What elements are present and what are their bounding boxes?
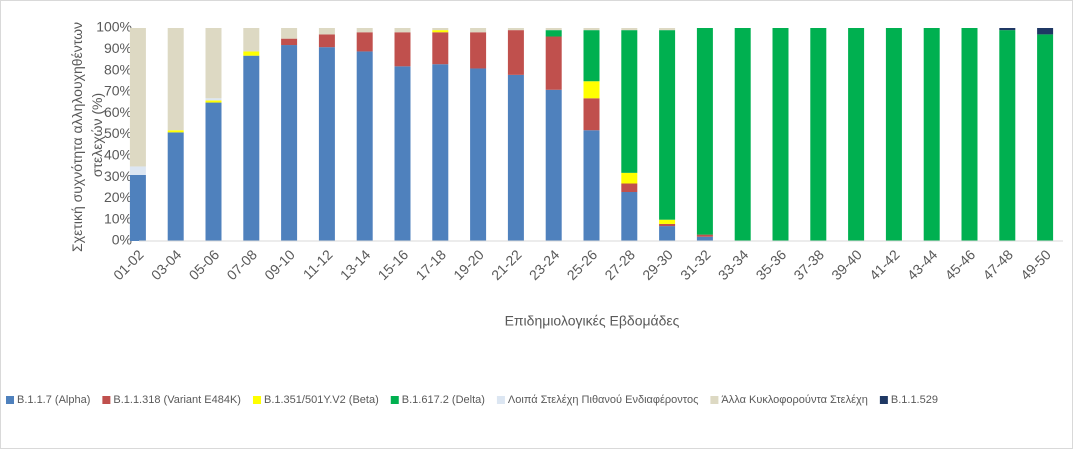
bar-segment (205, 100, 222, 103)
y-tick-label: 80% (104, 61, 132, 77)
legend-label: B.1.1.318 (Variant E484K) (113, 394, 241, 406)
y-tick-label: 20% (104, 189, 132, 205)
bar-segment (659, 28, 676, 31)
legend-swatch (710, 396, 719, 404)
bar-segment (696, 234, 713, 237)
bar-segment (885, 28, 902, 241)
bar-segment (696, 28, 713, 235)
legend-swatch (6, 396, 14, 404)
bar-segment (999, 28, 1016, 31)
bar-segment (167, 132, 184, 241)
bar-segment (394, 32, 411, 67)
bar-segment (545, 28, 562, 31)
y-tick-label: 0% (112, 232, 132, 248)
bar-segment (470, 32, 487, 69)
bar-segment (999, 30, 1016, 241)
y-tick-label: 30% (104, 168, 132, 184)
bar-segment (129, 166, 146, 175)
bar-segment (167, 28, 184, 131)
bar-segment (507, 74, 524, 241)
y-tick-label: 40% (104, 147, 132, 163)
bar-segment (205, 98, 222, 101)
bar-segment (243, 55, 260, 241)
legend-label: B.1.351/501Y.V2 (Beta) (264, 394, 379, 406)
bar-segment (432, 30, 449, 33)
y-tick-label: 100% (96, 19, 132, 35)
y-tick-label: 60% (104, 104, 132, 120)
bar-segment (659, 223, 676, 227)
bar-segment (243, 28, 260, 52)
y-tick-label: 90% (104, 40, 132, 56)
bar-segment (318, 47, 335, 241)
bar-segment (659, 219, 676, 224)
bar-segment (507, 28, 524, 31)
bar-segment (281, 45, 298, 241)
bar-segment (621, 30, 638, 173)
bar-segment (394, 28, 411, 33)
bar-segment (1037, 28, 1054, 35)
legend-swatch (496, 396, 505, 404)
legend-label: Λοιπά Στελέχη Πιθανού Ενδιαφέροντος (508, 394, 698, 406)
bar-segment (432, 32, 449, 65)
bar-segment (394, 66, 411, 241)
legend-swatch (879, 396, 888, 404)
bar-segment (356, 32, 373, 52)
bar-segment (621, 192, 638, 241)
bar-segment (470, 28, 487, 33)
bar-segment (583, 30, 600, 82)
bar-segment (621, 172, 638, 184)
bar-segment (167, 130, 184, 133)
bar-segment (205, 102, 222, 241)
legend-swatch (252, 396, 261, 404)
bar-segment (848, 28, 865, 241)
bar-segment (356, 28, 373, 33)
bar-segment (621, 28, 638, 31)
bar-segment (583, 98, 600, 131)
bar-segment (281, 38, 298, 46)
y-axis-title: Σχετική συχνότητα αλληλουχηθέντων στελεχ… (69, 18, 105, 252)
y-tick-label: 50% (104, 125, 132, 141)
bar-segment (961, 28, 978, 241)
x-axis-title: Επιδημιολογικές Εβδομάδες (505, 313, 680, 329)
y-axis-title-line: στελεχών (%) (89, 93, 105, 177)
bar-segment (129, 28, 146, 167)
bar-segment (243, 51, 260, 56)
legend-swatch (390, 396, 399, 404)
bar-segment (545, 89, 562, 242)
bar-segment (621, 183, 638, 193)
y-axis-title-line: Σχετική συχνότητα αλληλουχηθέντων (69, 22, 85, 252)
legend-label: B.1.1.7 (Alpha) (17, 394, 90, 406)
bar-segment (432, 64, 449, 242)
bar-segment (583, 81, 600, 99)
bar-segment (318, 28, 335, 35)
bar-segment (583, 28, 600, 31)
bar-segment (583, 130, 600, 241)
bar-segment (205, 28, 222, 99)
bar-segment (772, 28, 789, 241)
bar-segment (470, 68, 487, 241)
bar-segment (507, 30, 524, 75)
bar-segment (281, 28, 298, 39)
bar-segment (810, 28, 827, 241)
bar-segment (129, 174, 146, 241)
bar-segment (356, 51, 373, 242)
bar-segment (1037, 34, 1054, 241)
bar-segment (545, 30, 562, 37)
bar-segment (432, 28, 449, 31)
legend-swatch (102, 396, 111, 404)
bar-segment (318, 34, 335, 48)
legend-label: B.1.1.529 (891, 394, 938, 406)
legend-label: Άλλα Κυκλοφορούντα Στελέχη (721, 394, 867, 406)
bar-segment (659, 30, 676, 220)
bar-segment (659, 226, 676, 241)
bar-segment (923, 28, 940, 241)
y-tick-label: 70% (104, 83, 132, 99)
bar-segment (734, 28, 751, 241)
y-tick-label: 10% (104, 210, 132, 226)
bar-segment (545, 36, 562, 90)
bar-segment (696, 236, 713, 241)
legend-label: B.1.617.2 (Delta) (402, 394, 485, 406)
